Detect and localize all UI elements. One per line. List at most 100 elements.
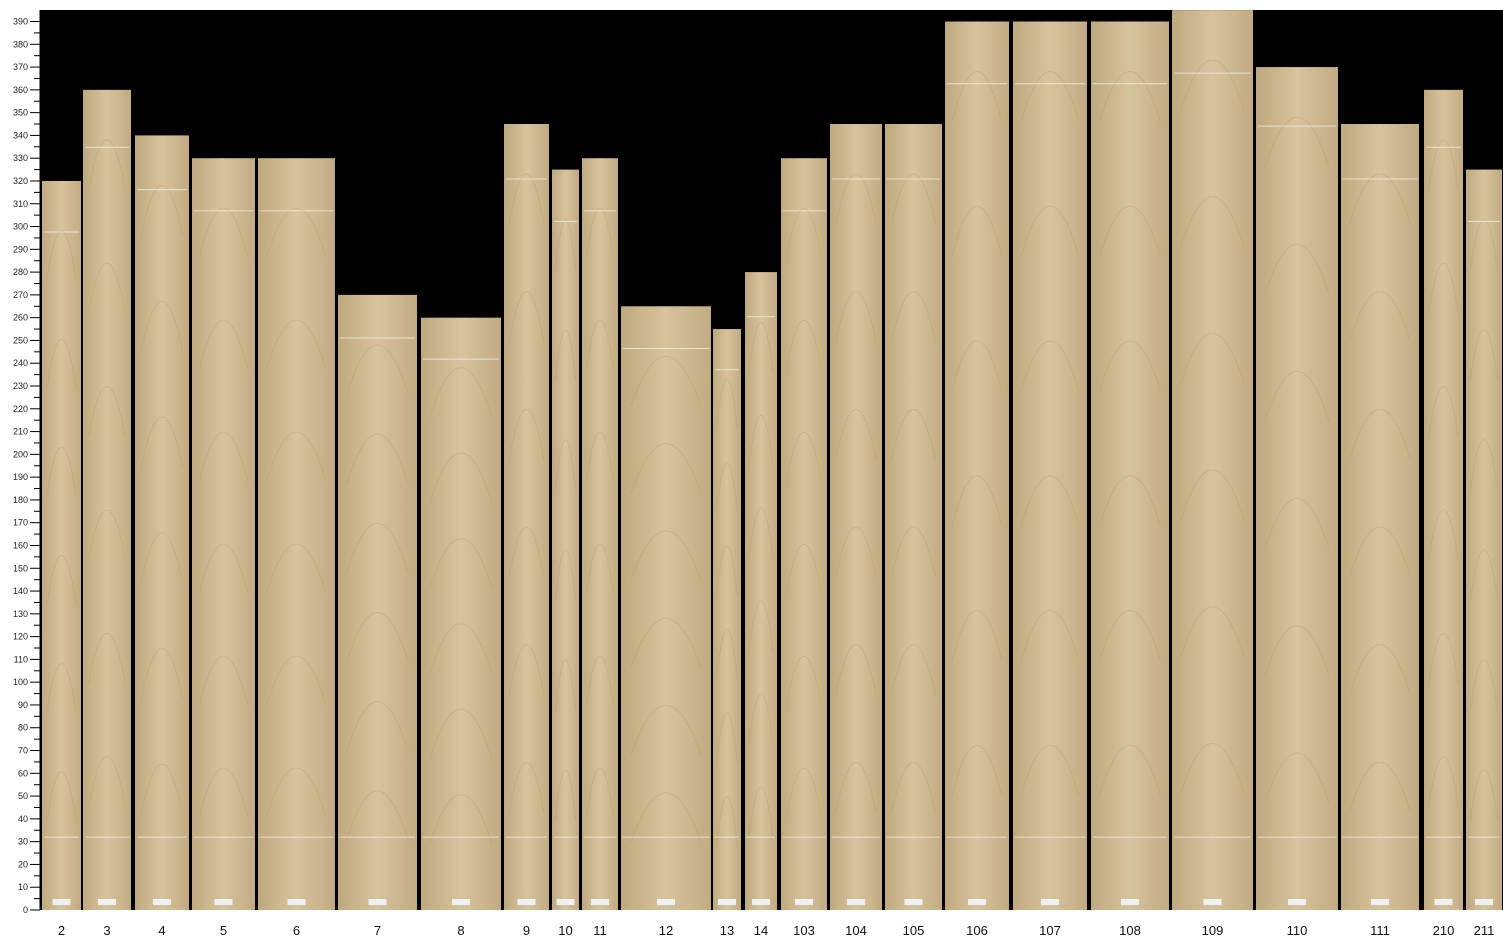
grain-line <box>785 767 823 819</box>
x-tick-label: 107 <box>1039 923 1061 938</box>
sticker <box>1475 899 1493 905</box>
y-tick-label: 30 <box>18 837 28 847</box>
grain-line <box>716 378 738 430</box>
plank <box>745 272 777 911</box>
grain-line <box>585 207 615 259</box>
x-tick-label: 3 <box>103 923 110 938</box>
sticker <box>1434 899 1453 905</box>
x-tick-label: 210 <box>1433 923 1455 938</box>
bar-3 <box>83 89 131 911</box>
x-tick-label: 12 <box>659 923 673 938</box>
grain-line <box>140 416 184 468</box>
grain-line <box>198 431 249 483</box>
sticker <box>98 899 116 905</box>
grain-line <box>140 185 184 236</box>
sticker <box>1371 899 1389 905</box>
grain-line <box>346 701 409 752</box>
grain-line <box>1349 762 1411 813</box>
grain-line <box>198 655 249 707</box>
grain-line <box>630 792 702 843</box>
grain-line <box>429 367 493 418</box>
grain-line <box>555 769 576 820</box>
plank <box>621 306 711 910</box>
grain-line <box>630 530 702 582</box>
grain-line <box>585 431 615 483</box>
grain-line <box>429 452 493 504</box>
grain-line <box>88 633 126 684</box>
grain-line <box>1264 371 1330 422</box>
grain-line <box>716 712 738 764</box>
bar-7 <box>338 294 417 910</box>
y-axis: 0 10 20 30 40 50 60 70 80 90 100 110 120 130 140 150 160… <box>13 10 41 915</box>
plank <box>83 89 131 911</box>
y-tick-label: 360 <box>13 85 28 95</box>
grain-line <box>508 173 545 225</box>
grain-line <box>266 543 327 595</box>
y-tick-label: 270 <box>13 290 28 300</box>
grain-line <box>748 321 774 373</box>
grain-line <box>748 786 774 838</box>
sticker <box>657 899 675 905</box>
bar-211 <box>1466 169 1502 911</box>
y-tick-label: 50 <box>18 791 28 801</box>
y-tick-label: 220 <box>13 404 28 414</box>
x-tick-label: 14 <box>754 923 768 938</box>
grain-line <box>951 340 1003 392</box>
y-tick-label: 100 <box>13 677 28 687</box>
grain-line <box>508 291 545 342</box>
plank <box>945 21 1009 910</box>
grain-line <box>891 762 936 813</box>
plank <box>1013 21 1087 910</box>
plank <box>552 169 579 911</box>
grain-line <box>951 745 1003 796</box>
grain-line <box>585 655 615 707</box>
bar-110 <box>1256 67 1338 911</box>
grain-line <box>1020 610 1080 661</box>
bar-107 <box>1013 21 1087 910</box>
y-tick-label: 200 <box>13 449 28 459</box>
grain-line <box>951 71 1003 122</box>
grain-line <box>1180 333 1245 384</box>
grain-line <box>835 762 877 813</box>
plank <box>713 329 741 910</box>
grain-line <box>785 543 823 595</box>
sticker <box>1121 899 1139 905</box>
y-tick-label: 190 <box>13 472 28 482</box>
grain-line <box>716 545 738 597</box>
grain-line <box>1428 139 1459 190</box>
grain-line <box>266 431 327 483</box>
y-tick-label: 370 <box>13 62 28 72</box>
grain-line <box>835 291 877 342</box>
grain-line <box>266 767 327 819</box>
grain-line <box>508 762 545 813</box>
grain-line <box>508 409 545 460</box>
sticker <box>968 899 986 905</box>
grain-line <box>88 139 126 190</box>
grain-line <box>555 549 576 600</box>
bar-108 <box>1091 21 1169 910</box>
grain-line <box>1020 71 1080 122</box>
grain-line <box>785 431 823 483</box>
sticker <box>591 899 609 905</box>
y-tick-label: 120 <box>13 632 28 642</box>
bar-14 <box>745 272 777 911</box>
x-tick-label: 6 <box>293 923 300 938</box>
grain-line <box>1180 469 1245 521</box>
grain-line <box>508 526 545 578</box>
grain-line <box>1349 526 1411 578</box>
bar-109 <box>1172 10 1253 911</box>
bar-111 <box>1341 124 1419 911</box>
x-tick-label: 105 <box>903 923 925 938</box>
grain-line <box>585 319 615 371</box>
y-tick-label: 350 <box>13 108 28 118</box>
bar-12 <box>621 306 711 910</box>
grain-line <box>1469 659 1499 710</box>
y-tick-label: 60 <box>18 768 28 778</box>
grain-line <box>630 356 702 407</box>
y-tick-label: 10 <box>18 882 28 892</box>
plank <box>1172 10 1253 911</box>
sticker <box>904 899 923 905</box>
grain-line <box>46 447 77 498</box>
grain-line <box>1428 633 1459 684</box>
x-tick-label: 104 <box>845 923 867 938</box>
